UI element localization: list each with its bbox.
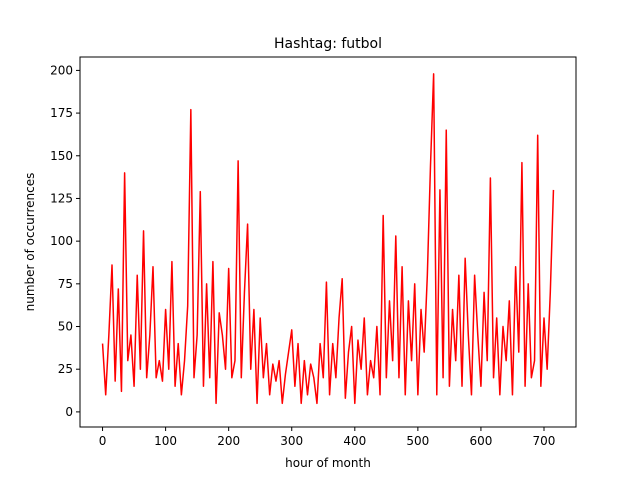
axes-frame [79,56,577,428]
y-axis-label: number of occurrences [23,173,37,312]
chart-title: Hashtag: futbol [274,36,382,52]
x-tick-label: 500 [406,434,429,448]
x-axis-label: hour of month [285,456,371,470]
x-tick-label: 400 [343,434,366,448]
y-tick-label: 125 [50,191,73,205]
x-tick-label: 200 [217,434,240,448]
y-tick-label: 100 [50,234,73,248]
line-series [101,73,555,405]
y-tick-label: 150 [50,149,73,163]
y-tick-label: 25 [58,362,73,376]
y-tick-label: 175 [50,106,73,120]
y-tick-label: 0 [65,405,73,419]
x-tick-label: 700 [533,434,556,448]
x-tick-label: 0 [99,434,107,448]
y-tick-label: 75 [58,277,73,291]
x-tick-label: 600 [469,434,492,448]
y-tick-label: 50 [58,320,73,334]
x-tick-label: 300 [280,434,303,448]
x-tick-label: 100 [154,434,177,448]
y-tick-label: 200 [50,63,73,77]
